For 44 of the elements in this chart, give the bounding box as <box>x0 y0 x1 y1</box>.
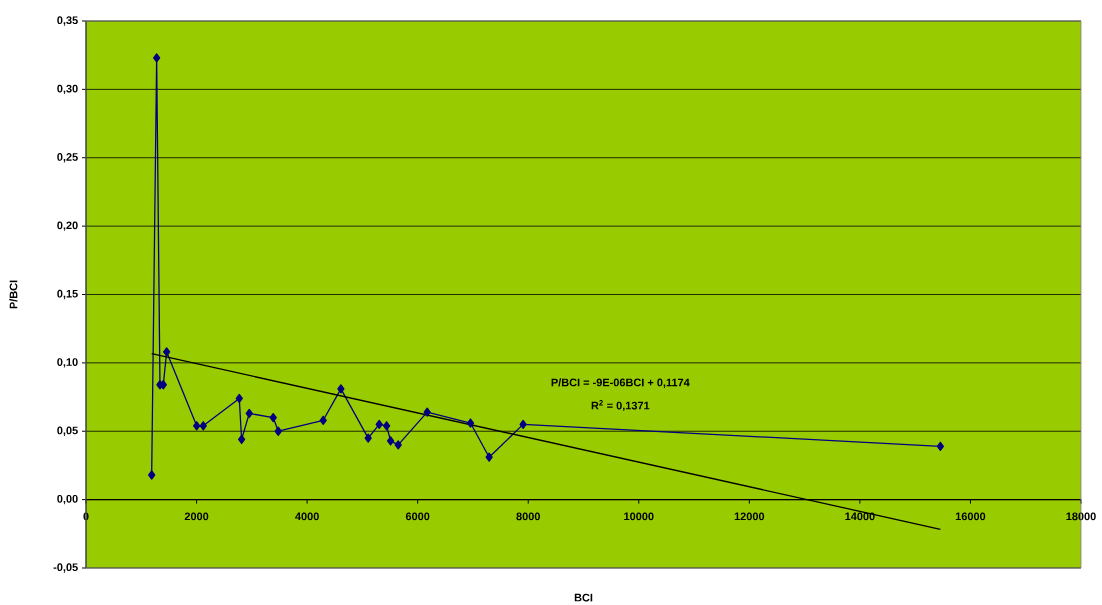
point <box>364 433 372 443</box>
point <box>519 419 527 429</box>
y-tick-label: 0,00 <box>57 494 78 505</box>
point <box>245 408 253 419</box>
y-tick-label: 0,30 <box>57 84 78 94</box>
point <box>199 421 207 431</box>
y-tick-label: 0,35 <box>57 16 78 26</box>
annotation: R$^{2}$ = 0,1371 <box>591 399 650 411</box>
point <box>237 434 246 445</box>
point <box>274 426 282 436</box>
point <box>423 407 431 417</box>
annotation: P/BCI = -9E-06BCI + 0,1174 <box>551 378 690 388</box>
point <box>485 452 493 462</box>
point <box>386 436 395 446</box>
point <box>466 418 475 428</box>
x-axis-title: BCI <box>574 593 593 602</box>
point <box>394 440 402 450</box>
y-tick-label: 0,05 <box>57 426 78 436</box>
x-tick-label: 4000 <box>295 512 319 521</box>
y-tick-label: 0,10 <box>57 358 78 368</box>
x-tick-label: 18000 <box>1066 512 1096 521</box>
point <box>382 421 391 431</box>
x-tick-label: 12000 <box>734 512 765 521</box>
point <box>269 412 277 423</box>
point <box>936 441 945 451</box>
x-tick-label: 2000 <box>184 512 209 521</box>
y-tick-label: 0,15 <box>57 289 78 300</box>
point <box>163 347 171 357</box>
y-axis-title: P/BCI <box>9 280 18 309</box>
x-tick-label: 16000 <box>955 512 986 521</box>
point <box>235 393 243 404</box>
x-tick-label: 10000 <box>624 512 654 521</box>
point <box>375 419 383 429</box>
point <box>319 415 327 425</box>
y-tick-label: -0,05 <box>53 563 78 573</box>
y-tick-label: 0,20 <box>57 221 78 231</box>
x-tick-label: 14000 <box>845 512 875 521</box>
x-tick-label: 6000 <box>405 512 430 521</box>
x-tick-label: 8000 <box>516 512 540 521</box>
point <box>148 470 156 480</box>
y-tick-label: 0,25 <box>57 153 78 163</box>
point <box>337 384 345 394</box>
point <box>153 53 161 63</box>
point <box>193 421 201 431</box>
